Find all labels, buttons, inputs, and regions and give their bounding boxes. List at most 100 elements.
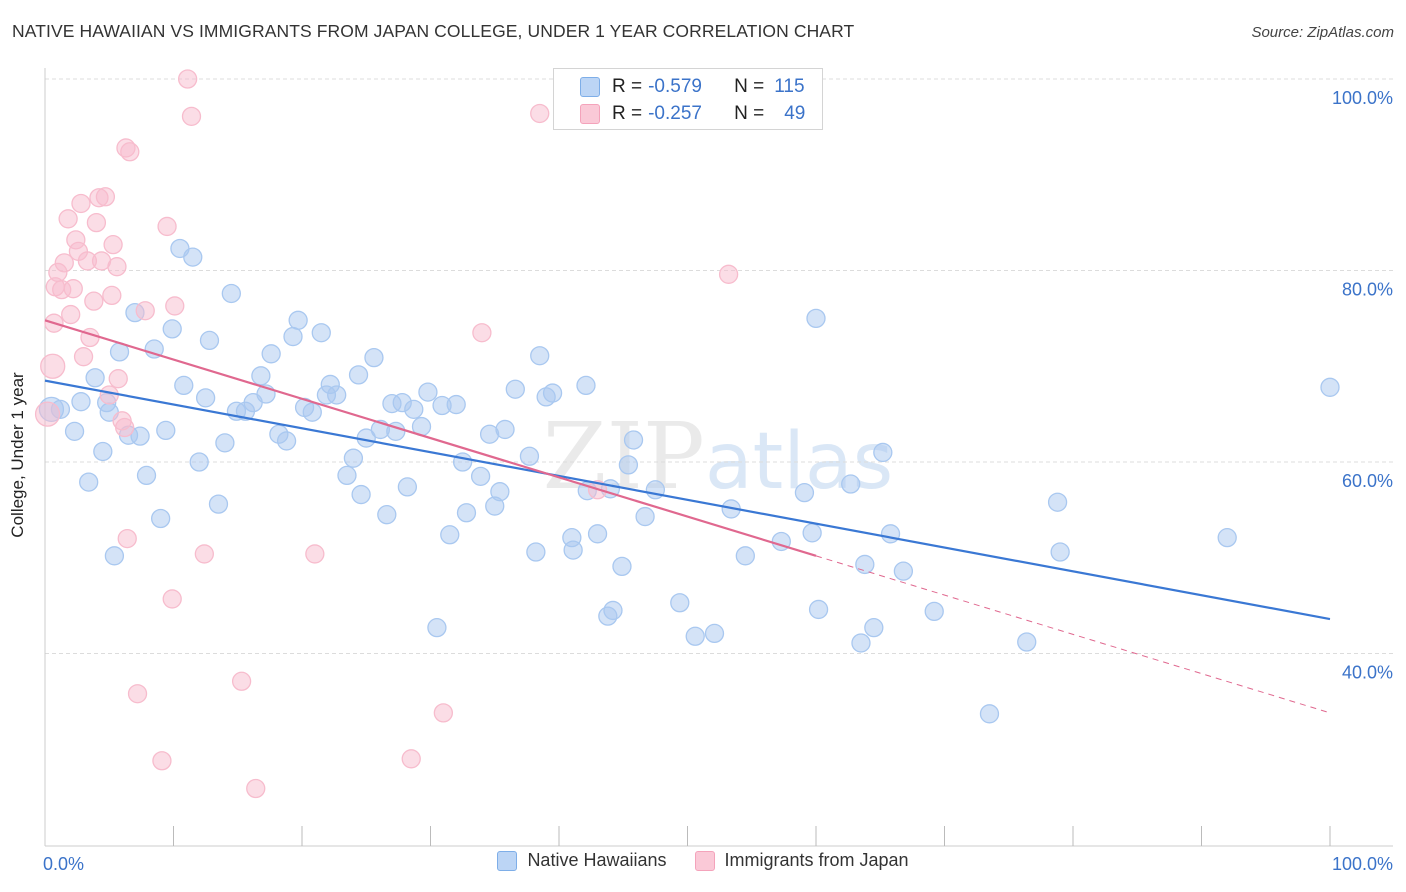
y-axis-label: College, Under 1 year [8, 372, 27, 538]
native-hawaiians-point [979, 704, 1000, 724]
native-hawaiians-point [612, 556, 632, 577]
native-hawaiians-point [1050, 542, 1070, 562]
native-hawaiians-point [261, 344, 281, 364]
native-hawaiians-point [183, 247, 203, 267]
trend-line-native-hawaiians [44, 379, 1331, 621]
native-hawaiians-point [364, 347, 384, 368]
native-hawaiians-point [93, 441, 113, 462]
native-hawaiians-point [1047, 492, 1068, 512]
native-hawaiians-point [311, 323, 331, 343]
native-hawaiians-point [150, 508, 171, 529]
immigrants-from-japan-point [58, 209, 78, 229]
immigrants-from-japan-point [472, 323, 492, 343]
immigrants-from-japan-point [120, 142, 140, 162]
native-hawaiians-point [735, 546, 755, 566]
native-hawaiians-point [351, 484, 371, 505]
legend-swatch-immigrants-from-japan [694, 850, 715, 871]
immigrants-from-japan-point [152, 751, 172, 771]
immigrants-from-japan-point [530, 103, 550, 124]
native-hawaiians-point [924, 601, 944, 622]
native-hawaiians-point [806, 308, 826, 329]
legend-item-immigrants-from-japan[interactable]: Immigrants from Japan [694, 850, 909, 871]
native-hawaiians-point [841, 474, 861, 494]
legend-label: Native Hawaiians [527, 850, 667, 870]
native-hawaiians-point [623, 430, 644, 450]
native-hawaiians-point [343, 448, 364, 468]
x-tick-label: 0.0% [43, 854, 84, 874]
native-hawaiians-point [864, 617, 884, 638]
y-tick-label: 100.0% [1332, 88, 1393, 108]
native-hawaiians-point [377, 505, 397, 525]
immigrants-from-japan-point [54, 253, 74, 273]
watermark: ZIPatlas [543, 403, 894, 510]
trend-line-immigrants-from-japan [44, 319, 817, 557]
native-hawaiians-point [563, 540, 583, 560]
native-hawaiians-point [440, 525, 460, 545]
native-hawaiians-point [618, 455, 639, 475]
r-label: R = [612, 103, 643, 124]
immigrants-from-japan-point [162, 589, 182, 609]
native-hawaiians-point [802, 523, 822, 543]
native-hawaiians-point [685, 626, 705, 646]
native-hawaiians-point [337, 465, 357, 486]
native-hawaiians-point [446, 394, 466, 415]
y-tick-label: 80.0% [1342, 280, 1393, 300]
native-hawaiians-point [873, 442, 893, 463]
chart-title: NATIVE HAWAIIAN VS IMMIGRANTS FROM JAPAN… [12, 21, 855, 41]
x-tick-label: 100.0% [1332, 854, 1393, 874]
native-hawaiians-point [670, 593, 690, 613]
native-hawaiians-point [576, 375, 596, 396]
immigrants-from-japan-point [165, 296, 185, 316]
native-hawaiians-point [519, 446, 540, 466]
native-hawaiians-point [79, 472, 99, 492]
native-hawaiians-point [470, 466, 491, 487]
native-hawaiians-point [855, 554, 875, 575]
native-hawaiians-point [348, 365, 369, 385]
native-hawaiians-point [456, 503, 477, 523]
native-hawaiians-point [542, 383, 563, 403]
r-value: -0.257 [648, 103, 702, 124]
legend-label: Immigrants from Japan [724, 850, 909, 870]
native-hawaiians-point [1217, 527, 1237, 548]
native-hawaiians-point [808, 599, 829, 620]
native-hawaiians-point [283, 326, 303, 347]
immigrants-from-japan-point [61, 304, 81, 325]
native-hawaiians-point [893, 561, 914, 581]
native-hawaiians-point [130, 426, 150, 446]
stats-swatch-native-hawaiians [580, 77, 600, 97]
native-hawaiians-point [418, 382, 438, 402]
immigrants-from-japan-point [63, 279, 83, 299]
native-hawaiians-point [397, 477, 418, 497]
source-label: Source: ZipAtlas.com [1251, 24, 1394, 41]
native-hawaiians-point [136, 465, 157, 486]
native-hawaiians-point [851, 633, 871, 653]
immigrants-from-japan-point [231, 671, 252, 691]
native-hawaiians-point [174, 375, 194, 396]
native-hawaiians-point [452, 452, 473, 472]
immigrants-from-japan-point [34, 401, 61, 427]
n-value: 115 [774, 76, 805, 97]
immigrants-from-japan-point [246, 778, 266, 799]
native-hawaiians-point [530, 346, 550, 366]
native-hawaiians-point [794, 482, 815, 503]
immigrants-from-japan-point [115, 417, 135, 438]
legend-item-native-hawaiians[interactable]: Native Hawaiians [497, 850, 667, 871]
native-hawaiians-point [404, 399, 424, 419]
stats-row-native-hawaiians: R = -0.579 N = 115 [580, 76, 805, 98]
immigrants-from-japan-point [103, 234, 123, 255]
native-hawaiians-point [195, 388, 216, 408]
native-hawaiians-point [199, 330, 220, 351]
native-hawaiians-point [495, 419, 515, 440]
native-hawaiians-point [490, 482, 510, 502]
immigrants-from-japan-point [305, 544, 325, 564]
n-label: N = [734, 103, 765, 124]
native-hawaiians-point [603, 600, 623, 621]
series-native-hawaiians [38, 238, 1340, 724]
native-hawaiians-point [208, 494, 229, 514]
y-tick-label: 40.0% [1342, 663, 1393, 683]
native-hawaiians-point [221, 283, 241, 304]
native-hawaiians-point [427, 617, 447, 638]
immigrants-from-japan-point [95, 187, 116, 207]
n-value: 49 [784, 103, 806, 124]
stats-legend: R = -0.579 N = 115 R = -0.257 N = 49 [553, 68, 823, 130]
